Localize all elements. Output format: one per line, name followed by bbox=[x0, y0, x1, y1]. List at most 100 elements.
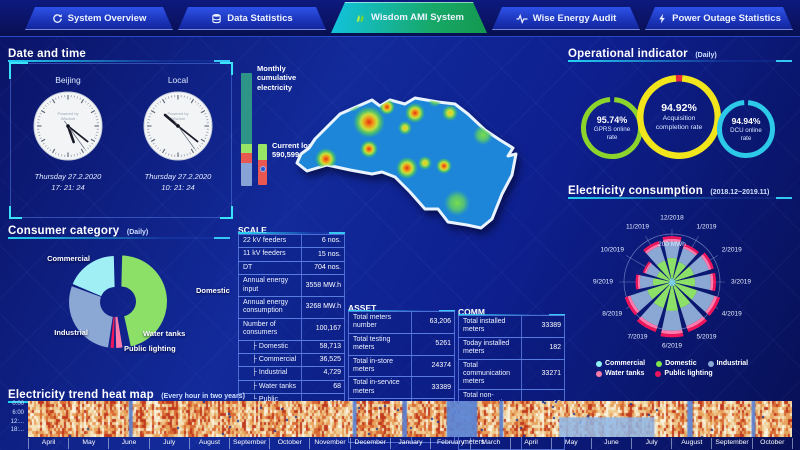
rose-month-label: 10/2019 bbox=[600, 246, 624, 254]
leaf-icon bbox=[354, 12, 366, 24]
table-row: Annual energy consumption 3268 MW.h bbox=[238, 295, 345, 319]
svg-text:Powered by: Powered by bbox=[57, 111, 78, 116]
table-title: SCALE bbox=[238, 225, 267, 235]
clock-time: 17: 21: 24 bbox=[51, 183, 85, 193]
legend-item[interactable]: Domestic bbox=[656, 360, 697, 367]
row-label: Number of consumers bbox=[243, 320, 278, 337]
lightning-icon bbox=[657, 13, 667, 24]
legend-item[interactable]: Commercial bbox=[596, 360, 645, 367]
bar-segment bbox=[258, 159, 267, 185]
header-underline bbox=[8, 237, 230, 239]
month-label: November bbox=[309, 438, 349, 449]
row-value: 3558 MW.h bbox=[301, 275, 344, 296]
header-underline bbox=[238, 232, 345, 234]
tab-label: Data Statistics bbox=[227, 13, 293, 24]
row-value: 182 bbox=[521, 337, 564, 359]
month-label: April bbox=[28, 438, 68, 449]
clock-city-label: Local bbox=[167, 75, 189, 85]
header-underline bbox=[568, 197, 792, 199]
monthly-cumulative-bar[interactable] bbox=[241, 73, 252, 186]
legend-label: Water tanks bbox=[605, 370, 645, 377]
corner-bracket bbox=[9, 62, 28, 79]
legend-label: Commercial bbox=[605, 360, 646, 367]
row-value: 68 bbox=[301, 380, 344, 394]
analog-clock-beijing: Powered by Wisdom bbox=[32, 90, 104, 162]
heatmap-x-axis: April May June July August September October No… bbox=[28, 438, 793, 449]
tab-wise-energy-audit[interactable]: Wise Energy Audit bbox=[492, 7, 640, 30]
tab-power-outage-statistics[interactable]: Power Outage Statistics bbox=[645, 7, 793, 30]
load-map[interactable] bbox=[295, 62, 567, 238]
tab-system-overview[interactable]: System Overview bbox=[25, 7, 173, 30]
table-row: Total meters number 63,206 bbox=[348, 311, 455, 334]
row-value: 5261 bbox=[411, 333, 454, 355]
month-label: January bbox=[389, 438, 430, 449]
month-label: July bbox=[631, 438, 671, 449]
clock-datetime-text: Thursday 27.2.2020 17: 21: 24 bbox=[13, 171, 123, 194]
table-row: 22 kV feeders 6 nos. bbox=[238, 234, 345, 249]
tab-data-statistics[interactable]: Data Statistics bbox=[178, 7, 326, 30]
ring-value: 95.74% bbox=[596, 114, 628, 125]
ring-text: 95.74% GPRS online rate bbox=[580, 96, 644, 160]
rose-month-label: 2/2019 bbox=[721, 246, 742, 254]
corner-bracket bbox=[9, 206, 22, 219]
consumer-pie-chart[interactable]: Commercial Domestic Industrial Water tan… bbox=[20, 236, 230, 384]
table-title: ASSET bbox=[348, 303, 377, 313]
row-label: ├ Water tanks bbox=[252, 382, 296, 390]
corner-bracket bbox=[220, 206, 233, 219]
month-label: April bbox=[510, 438, 550, 449]
legend-dot bbox=[655, 370, 662, 377]
legend-item[interactable]: Public lighting bbox=[655, 370, 713, 377]
bar-segment bbox=[241, 153, 252, 164]
electricity-trend-heatmap[interactable] bbox=[28, 401, 792, 437]
consumption-rose-chart[interactable]: 12/2018 1/2019 2/2019 3/2019 4/2019 5/2019 6/2… bbox=[578, 196, 778, 362]
table-row: Today installed meters 182 bbox=[458, 336, 565, 360]
row-value: 36,525 bbox=[301, 353, 344, 367]
clock-date: Thursday 27.2.2020 bbox=[34, 172, 102, 181]
table-row: Number of consumers 100,167 bbox=[238, 317, 345, 341]
heatmap-panel-header: Electricity trend heat map (Every hour i… bbox=[8, 385, 792, 403]
row-value: 15 nos. bbox=[301, 248, 344, 261]
legend-item[interactable]: Water tanks bbox=[596, 370, 644, 377]
rose-month-label: 12/2018 bbox=[660, 214, 684, 222]
month-label: May bbox=[550, 438, 591, 449]
acquisition-completion-ring[interactable]: 94.92% Acquisition completion rate bbox=[636, 74, 722, 160]
month-label: December bbox=[349, 438, 390, 449]
rose-month-label: 8/2019 bbox=[602, 310, 623, 318]
gprs-online-rate-ring[interactable]: 95.74% GPRS online rate bbox=[580, 96, 644, 160]
row-value: 4,729 bbox=[301, 367, 344, 380]
tab-wisdom-ami-system[interactable]: Wisdom AMI System bbox=[331, 2, 487, 33]
y-axis-label: 0:00 bbox=[12, 401, 24, 407]
panel-title: Date and time bbox=[8, 48, 87, 60]
row-label: Total in-store meters bbox=[353, 357, 394, 373]
table-row: Total testing meters 5261 bbox=[348, 332, 455, 356]
top-navigation: System Overview Data Statistics Wisdom A… bbox=[0, 0, 800, 37]
current-load-bar[interactable] bbox=[258, 144, 267, 185]
tab-label: System Overview bbox=[67, 13, 147, 24]
month-label: October bbox=[269, 438, 309, 449]
panel-title: Operational indicator bbox=[568, 48, 688, 60]
svg-text:Wisdom: Wisdom bbox=[171, 116, 186, 121]
analog-clock-local: Powered by Wisdom bbox=[142, 90, 214, 162]
row-value: 33389 bbox=[411, 377, 454, 399]
y-axis-label: 6:00 bbox=[12, 409, 24, 416]
dcu-online-rate-ring[interactable]: 94.94% DCU online rate bbox=[716, 99, 776, 159]
month-label: June bbox=[590, 438, 631, 449]
row-label: Annual energy consumption bbox=[243, 298, 289, 315]
ring-label: DCU online rate bbox=[730, 126, 762, 142]
row-value: 704 nos. bbox=[301, 261, 344, 275]
row-value: 24374 bbox=[411, 355, 454, 377]
legend-item[interactable]: Industrial bbox=[707, 360, 748, 367]
legend-dot bbox=[656, 360, 663, 367]
tab-label: Power Outage Statistics bbox=[672, 13, 781, 24]
panel-subtitle: (Daily) bbox=[126, 229, 149, 236]
month-label: June bbox=[108, 438, 148, 449]
consumption-legend: Commercial Domestic Industrial Water tan… bbox=[596, 360, 796, 377]
heatmap-y-axis: 0:00 6:00 12:... 18:... bbox=[2, 401, 26, 436]
operational-panel-header: Operational indicator (Daily) bbox=[568, 44, 792, 62]
rose-month-label: 11/2019 bbox=[625, 223, 650, 231]
ring-value: 94.92% bbox=[661, 102, 697, 115]
current-load-marker bbox=[260, 166, 266, 172]
clock-time: 10: 21: 24 bbox=[161, 183, 195, 193]
legend-label: Public lighting bbox=[664, 370, 713, 377]
